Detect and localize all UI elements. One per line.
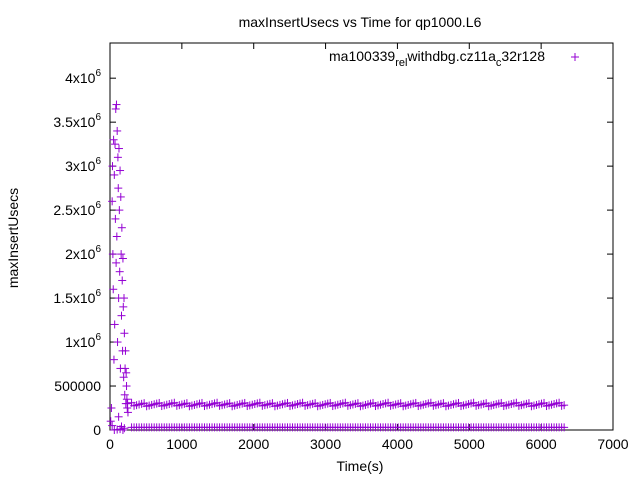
data-point [108, 421, 117, 430]
data-point [121, 364, 130, 373]
data-point [123, 408, 132, 417]
data-point [107, 404, 116, 413]
data-point [112, 232, 121, 241]
data-point [119, 373, 128, 382]
data-point [119, 302, 128, 311]
legend-marker-symbol [571, 53, 579, 61]
y-axis-title: maxInsertUsecs [5, 188, 21, 288]
y-tick-label: 1.5x106 [53, 288, 101, 306]
data-point [114, 144, 123, 153]
legend: ma100339relwithdbg.cz11ac32r128 [329, 48, 579, 69]
data-point [117, 311, 126, 320]
y-tick-label: 2x106 [65, 244, 101, 262]
data-point [106, 417, 115, 426]
data-point [120, 294, 129, 303]
data-point [115, 267, 124, 276]
y-tick-label: 3.5x106 [53, 112, 101, 130]
x-axis: 0 1000 2000 3000 4000 5000 6000 7000 [106, 43, 629, 452]
x-tick-label: 2000 [238, 436, 269, 452]
data-point [112, 258, 121, 267]
data-point [115, 206, 124, 215]
data-point [123, 399, 132, 408]
x-tick-label: 1000 [166, 436, 197, 452]
y-tick-label: 3x106 [65, 156, 101, 174]
data-point [111, 214, 120, 223]
data-point [118, 426, 127, 434]
data-point [111, 104, 120, 113]
data-point [110, 170, 119, 179]
y-tick-label: 2.5x106 [53, 200, 101, 218]
data-point [122, 368, 131, 377]
data-points [106, 100, 569, 434]
data-point [116, 166, 125, 175]
data-point [114, 412, 123, 421]
x-tick-label: 7000 [597, 436, 628, 452]
data-point [121, 346, 130, 355]
legend-label: ma100339relwithdbg.cz11ac32r128 [329, 48, 545, 69]
chart-title: maxInsertUsecs vs Time for qp1000.L6 [239, 14, 482, 30]
x-tick-label: 6000 [526, 436, 557, 452]
data-point [113, 153, 122, 162]
data-point [112, 100, 121, 109]
data-point [117, 250, 126, 259]
data-point [560, 423, 569, 432]
data-point [122, 382, 131, 391]
data-point [109, 285, 118, 294]
data-point [118, 276, 127, 285]
data-point [560, 401, 569, 410]
legend-marker [571, 53, 579, 61]
x-tick-label: 0 [106, 436, 114, 452]
data-point [117, 422, 126, 431]
x-tick-label: 3000 [310, 436, 341, 452]
data-point [108, 162, 117, 171]
x-axis-title: Time(s) [337, 458, 384, 474]
plot-area-frame [109, 42, 614, 431]
y-tick-label: 0 [93, 422, 101, 438]
data-point [111, 140, 120, 149]
y-tick-label: 500000 [54, 378, 101, 394]
data-point [108, 250, 117, 259]
y-axis: 0 500000 1x106 1.5x106 2x106 2.5x106 3x106 3.5x… [53, 68, 613, 438]
data-point [118, 254, 127, 263]
y-tick-label: 4x106 [65, 68, 101, 86]
data-point [117, 223, 126, 232]
x-tick-label: 5000 [454, 436, 485, 452]
data-point [113, 126, 122, 135]
data-point [114, 184, 123, 193]
data-point [109, 135, 118, 144]
x-tick-label: 4000 [382, 436, 413, 452]
data-point [110, 320, 119, 329]
data-point [108, 197, 117, 206]
data-point [109, 355, 118, 364]
data-point [120, 329, 129, 338]
data-point [116, 192, 125, 201]
data-point [120, 390, 129, 399]
y-tick-label: 1x106 [65, 332, 101, 350]
data-point [122, 395, 131, 404]
data-point [113, 338, 122, 347]
